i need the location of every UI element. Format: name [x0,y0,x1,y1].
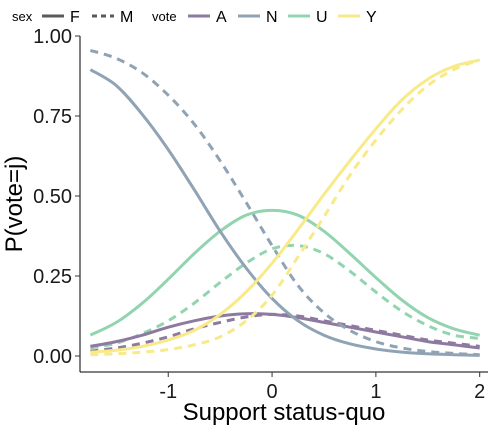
series-line-A-M [90,312,480,353]
legend-label-F: F [70,9,80,26]
series-line-Y-F [90,58,481,354]
legend-title-sex: sex [12,9,33,24]
series-line-U-F [89,208,481,337]
y-tick-label: 0.00 [33,346,72,368]
y-axis-title: P(vote=j) [1,156,28,253]
legend-title-vote: vote [152,9,177,24]
y-tick-label: 0.25 [33,266,72,288]
y-tick-label: 0.75 [33,106,72,128]
x-axis-title: Support status-quo [183,399,386,426]
x-tick-label: 1 [370,381,381,403]
x-tick-label: -1 [159,381,177,403]
series-line-N-F [89,68,480,357]
legend: sex F M vote A N U Y [12,9,377,26]
legend-label-M: M [120,9,133,26]
x-tick-label: 2 [474,381,485,403]
series-layer [89,48,481,357]
y-tick-label: 1.00 [33,26,72,48]
legend-label-N: N [266,9,278,26]
legend-label-A: A [216,9,227,26]
legend-label-U: U [316,9,328,26]
legend-label-Y: Y [366,9,377,26]
series-line-N-M [89,48,480,357]
x-tick-label: 0 [266,381,277,403]
y-tick-label: 0.50 [33,186,72,208]
axes: -1 0 1 2 0.00 0.25 0.50 0.75 1.00 [33,26,488,403]
